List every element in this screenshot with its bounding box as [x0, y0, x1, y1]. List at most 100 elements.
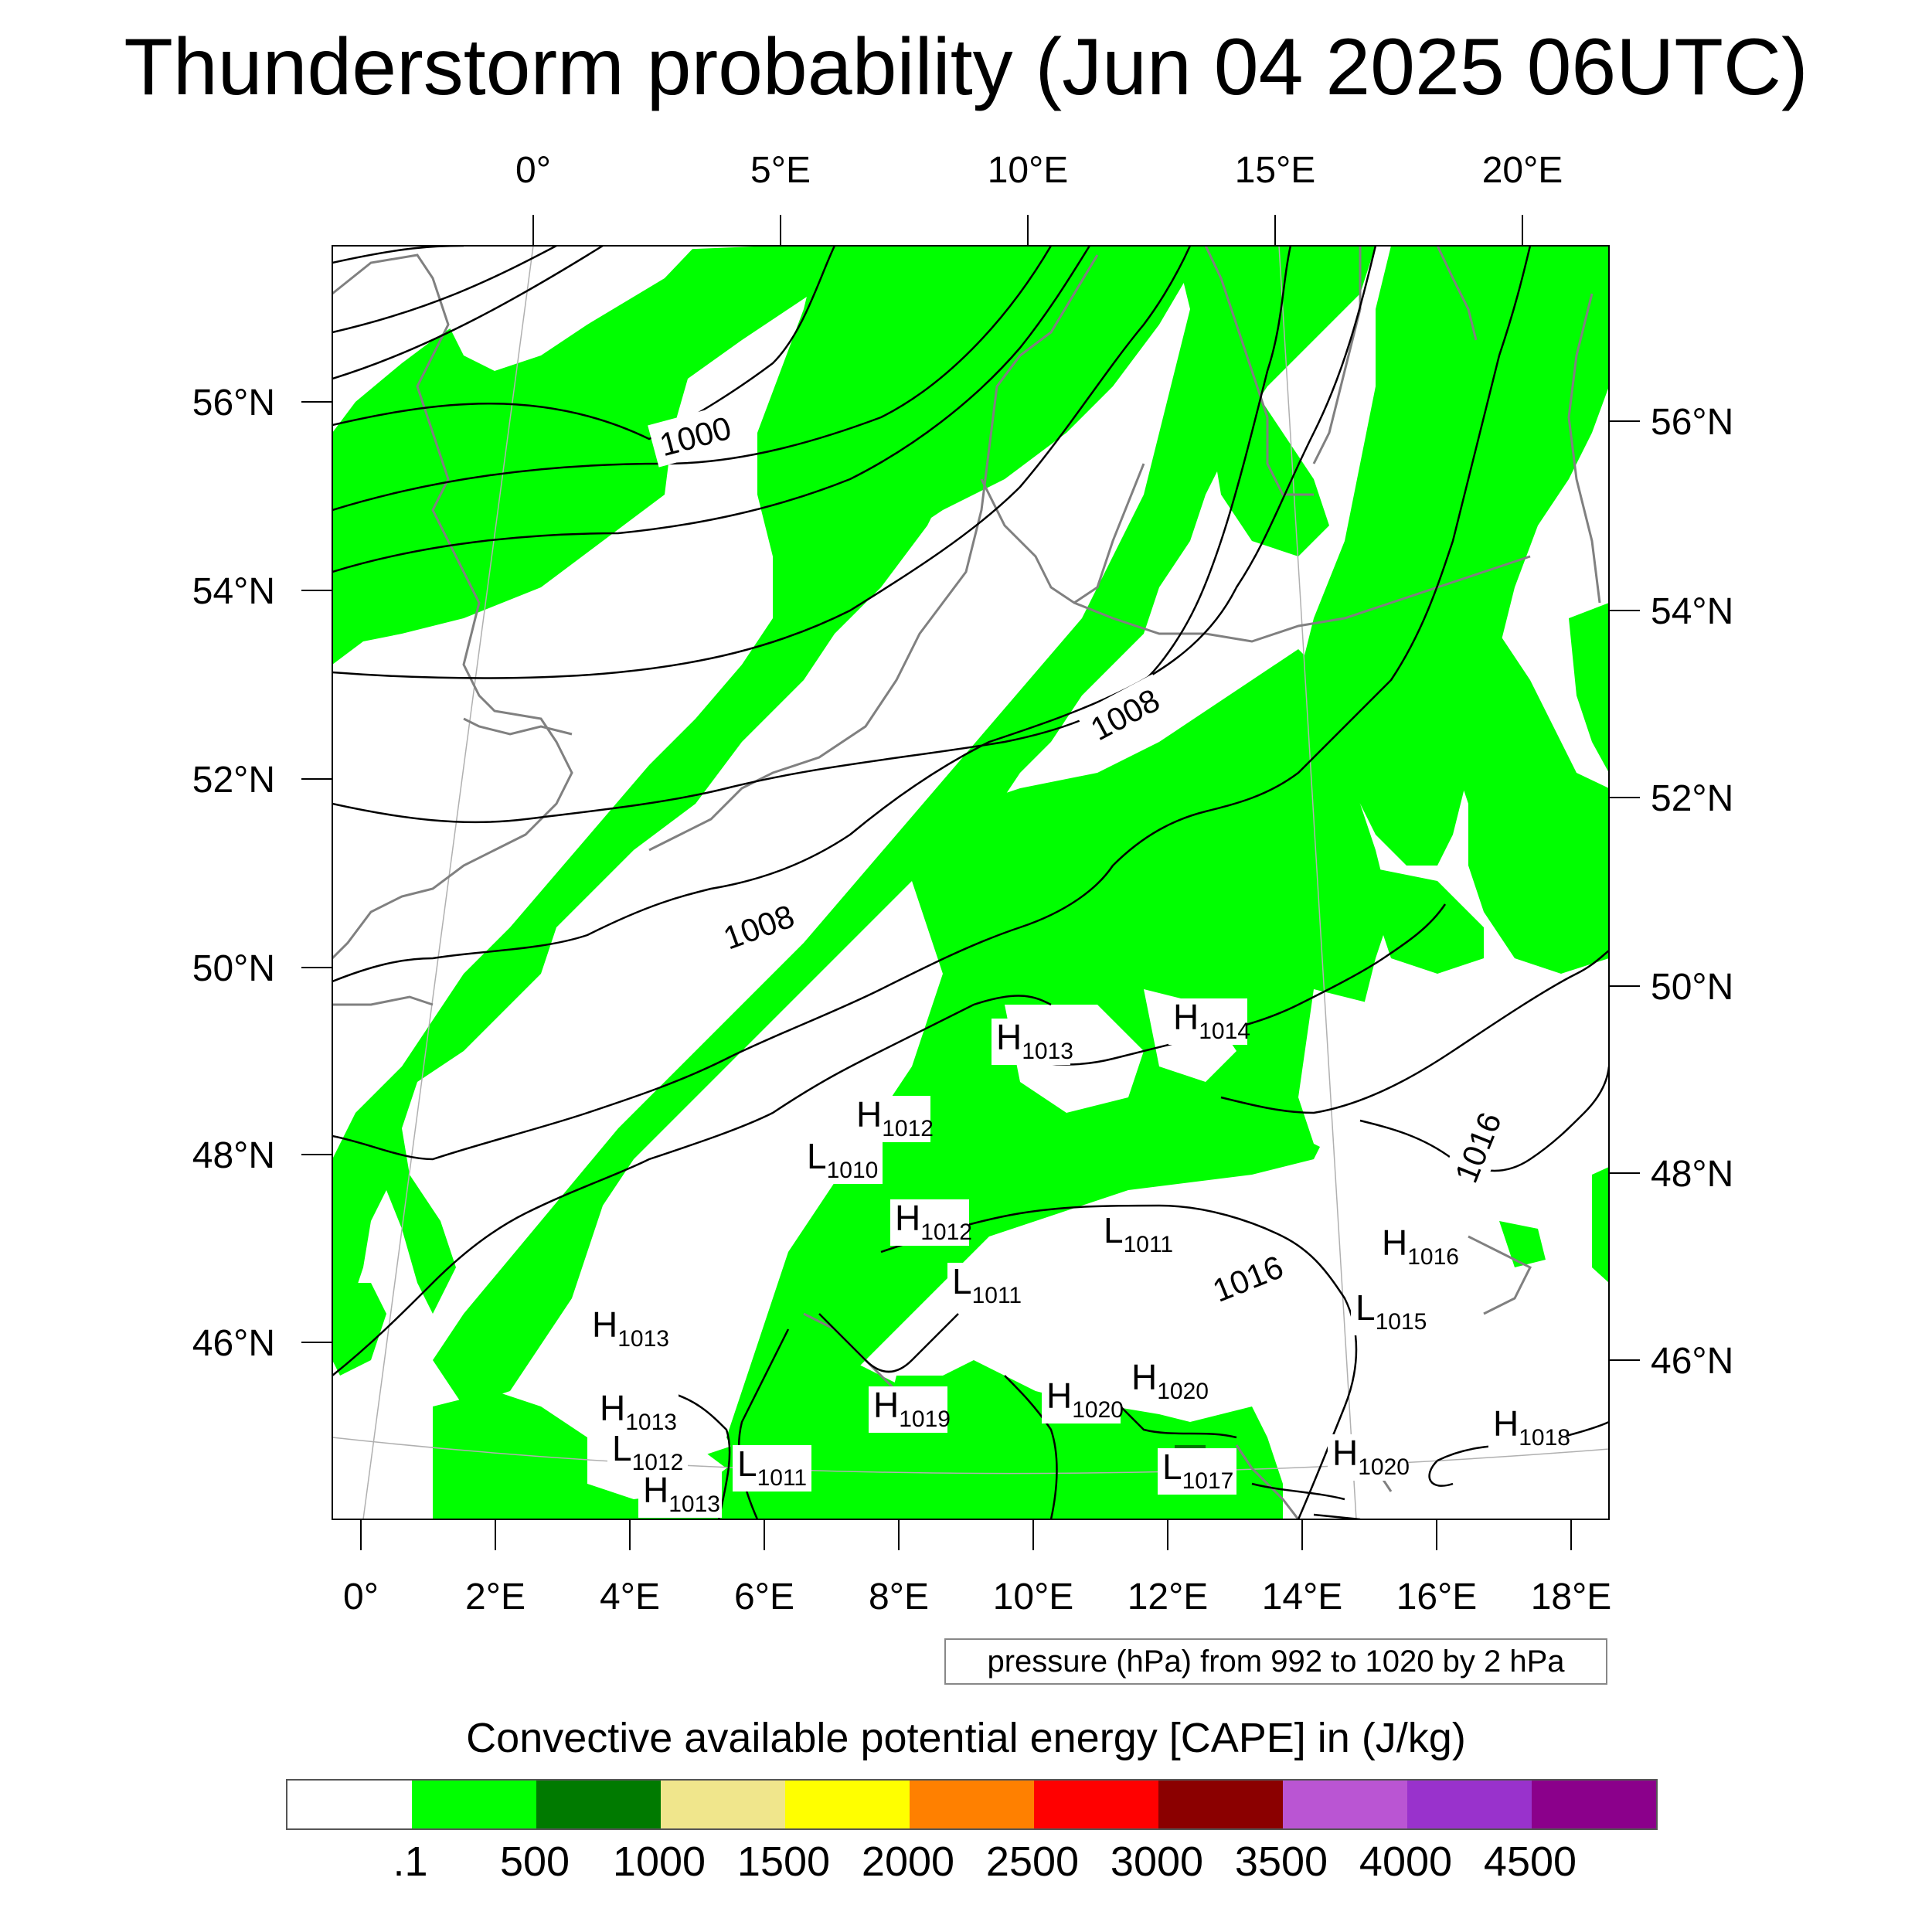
colorbar-labels: .1 500 1000 1500 2000 2500 3000 3500 4000 4500: [0, 1838, 1932, 1892]
plot-frame: [332, 245, 1610, 1520]
pressure-center-type: H: [1332, 1433, 1358, 1473]
colorbar-label: 2500: [985, 1838, 1080, 1885]
bottom-axis-label: 16°E: [1396, 1577, 1478, 1617]
pressure-center-value: 1012: [920, 1219, 972, 1245]
svg-text:H1019: H1019: [873, 1385, 951, 1432]
right-axis-label: 52°N: [1651, 778, 1733, 819]
isobar-labels: 1000 1008 1008 1016 1016: [648, 403, 1514, 1315]
top-axis-labels: 0° 5°E 10°E 15°E 20°E: [515, 150, 1563, 191]
right-axis-label: 48°N: [1651, 1154, 1733, 1195]
top-axis-label: 20°E: [1482, 150, 1563, 191]
top-axis-label: 15°E: [1235, 150, 1316, 191]
colorbar-label: 1000: [612, 1838, 706, 1885]
colorbar-label: 4000: [1359, 1838, 1453, 1885]
right-axis-label: 46°N: [1651, 1341, 1733, 1382]
pressure-center-value: 1017: [1182, 1468, 1234, 1494]
svg-text:H1016: H1016: [1382, 1223, 1459, 1270]
pressure-center-value: 1019: [899, 1406, 951, 1432]
pressure-center-type: H: [643, 1470, 668, 1510]
colorbar-cell: [1407, 1781, 1532, 1828]
svg-text:L1017: L1017: [1162, 1447, 1233, 1494]
pressure-center-value: 1016: [1407, 1244, 1459, 1270]
pressure-center-type: L: [737, 1444, 757, 1484]
chart-title: Thunderstorm probability (Jun 04 2025 06…: [124, 22, 1808, 112]
pressure-center-value: 1020: [1358, 1454, 1410, 1480]
svg-text:H1013: H1013: [592, 1304, 669, 1352]
pressure-center-type: H: [592, 1304, 617, 1345]
colorbar-cell: [536, 1781, 661, 1828]
bottom-axis-label: 18°E: [1531, 1577, 1612, 1617]
colorbar-label: 1500: [736, 1838, 831, 1885]
top-axis-label: 5°E: [750, 150, 811, 191]
pressure-center-type: L: [1355, 1287, 1376, 1328]
bottom-axis-label: 4°E: [600, 1577, 660, 1617]
pressure-center-type: H: [873, 1385, 899, 1425]
bottom-axis-ticks: [360, 1519, 1572, 1550]
bottom-axis-label: 2°E: [465, 1577, 526, 1617]
svg-text:L1011: L1011: [737, 1444, 807, 1491]
svg-text:H1013: H1013: [996, 1017, 1073, 1064]
svg-text:L1011: L1011: [952, 1261, 1022, 1308]
pressure-center-type: L: [807, 1136, 827, 1176]
right-axis-ticks: [1609, 420, 1640, 1361]
pressure-center-type: L: [1104, 1210, 1124, 1250]
pressure-center-type: H: [600, 1388, 625, 1428]
svg-text:H1013: H1013: [643, 1470, 720, 1517]
colorbar-cell: [1034, 1781, 1158, 1828]
svg-text:H1020: H1020: [1046, 1376, 1124, 1423]
pressure-centers: H1013 H1014 H1012 L1010 H1012 L1011 H101…: [587, 997, 1570, 1518]
pressure-center-value: 1013: [1022, 1039, 1073, 1064]
svg-text:H1012: H1012: [895, 1198, 972, 1245]
colorbar-cell: [412, 1781, 536, 1828]
left-axis-ticks: [301, 401, 332, 1343]
bottom-axis-label: 6°E: [734, 1577, 794, 1617]
pressure-center-type: H: [1382, 1223, 1407, 1263]
pressure-center-value: 1011: [1124, 1232, 1174, 1257]
colorbar-cell: [1532, 1781, 1656, 1828]
pressure-center-type: L: [1162, 1447, 1182, 1487]
pressure-center-value: 1020: [1072, 1397, 1124, 1423]
pressure-center-type: H: [856, 1094, 882, 1134]
pressure-center-type: H: [996, 1017, 1022, 1057]
pressure-center-value: 1015: [1376, 1309, 1427, 1335]
svg-text:L1015: L1015: [1355, 1287, 1427, 1335]
pressure-center-type: H: [895, 1198, 920, 1238]
left-axis-label: 50°N: [192, 948, 275, 989]
colorbar-label: 3500: [1234, 1838, 1328, 1885]
pressure-center-value: 1011: [757, 1465, 808, 1491]
bottom-axis-label: 14°E: [1262, 1577, 1343, 1617]
isobars: [332, 246, 1609, 1519]
right-axis-label: 50°N: [1651, 967, 1733, 1008]
left-axis-label: 48°N: [192, 1135, 275, 1176]
colorbar-cell: [785, 1781, 910, 1828]
colorbar-cell: [1283, 1781, 1407, 1828]
colorbar-label: .1: [393, 1838, 428, 1885]
top-axis-label: 10°E: [988, 150, 1069, 191]
svg-text:H1020: H1020: [1131, 1357, 1209, 1404]
colorbar-label: 3000: [1110, 1838, 1204, 1885]
bottom-axis-labels: 0° 2°E 4°E 6°E 8°E 10°E 12°E 14°E 16°E 1…: [343, 1577, 1611, 1617]
colorbar-cell: [910, 1781, 1034, 1828]
colorbar-title: Convective available potential energy [C…: [466, 1715, 1466, 1761]
svg-text:L1010: L1010: [807, 1136, 878, 1183]
colorbar-label: 2000: [861, 1838, 955, 1885]
pressure-center-value: 1013: [668, 1492, 720, 1517]
right-axis-labels: 56°N 54°N 52°N 50°N 48°N 46°N: [1651, 402, 1733, 1382]
colorbar-label: 500: [499, 1838, 570, 1885]
pressure-center-type: H: [1131, 1357, 1157, 1397]
pressure-center-value: 1011: [972, 1283, 1022, 1308]
pressure-center-value: 1020: [1157, 1379, 1209, 1404]
svg-text:H1018: H1018: [1493, 1403, 1570, 1451]
bottom-axis-label: 10°E: [993, 1577, 1074, 1617]
pressure-center-value: 1010: [827, 1158, 879, 1183]
left-axis-labels: 56°N 54°N 52°N 50°N 48°N 46°N: [192, 383, 275, 1364]
bottom-axis-label: 0°: [343, 1577, 379, 1617]
svg-text:L1011: L1011: [1104, 1210, 1173, 1257]
colorbar-label: 4500: [1483, 1838, 1577, 1885]
colorbar-cell: [661, 1781, 785, 1828]
pressure-center-value: 1013: [617, 1326, 669, 1352]
pressure-center-value: 1012: [632, 1450, 684, 1475]
pressure-center-type: H: [1046, 1376, 1072, 1416]
left-axis-label: 52°N: [192, 760, 275, 801]
